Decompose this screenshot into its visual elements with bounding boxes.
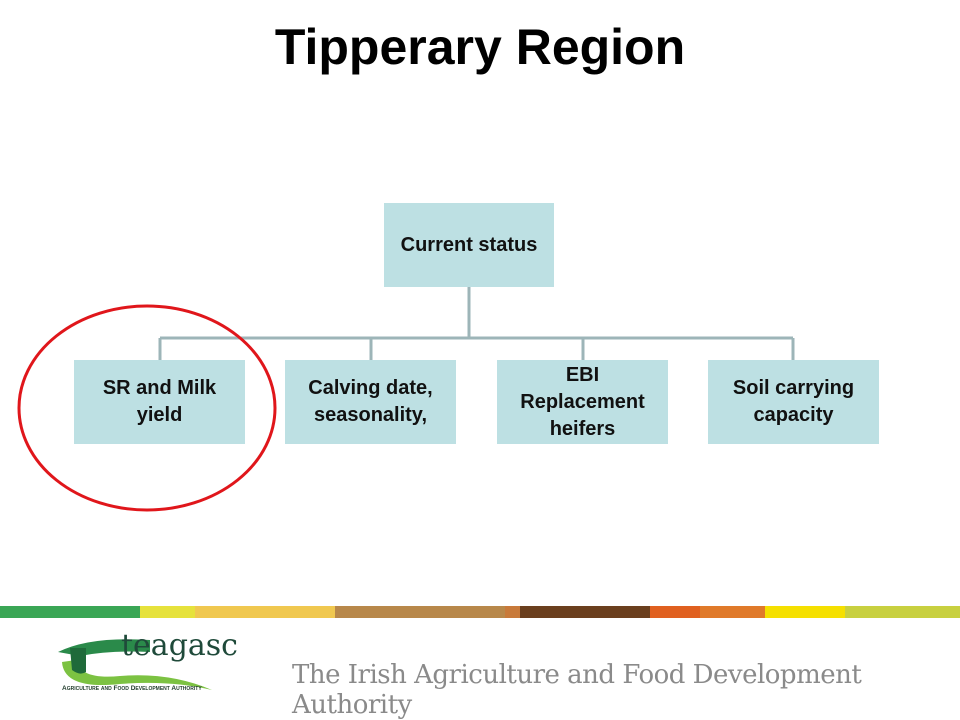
- child-node: Soil carrying capacity: [708, 360, 879, 444]
- slide-title: Tipperary Region: [274, 19, 686, 75]
- child-node: Calving date, seasonality,: [285, 360, 456, 444]
- tagline: The Irish Agriculture and Food Developme…: [292, 660, 862, 720]
- color-stripe: [0, 606, 960, 618]
- logo-name: teagasc: [121, 628, 238, 663]
- logo-mark: [58, 639, 212, 690]
- child-node: EBI Replacement heifers: [497, 360, 668, 444]
- logo-subtitle: Agriculture and Food Development Authori…: [62, 685, 202, 692]
- root-node: Current status: [384, 203, 554, 287]
- child-node: SR and Milk yield: [74, 360, 245, 444]
